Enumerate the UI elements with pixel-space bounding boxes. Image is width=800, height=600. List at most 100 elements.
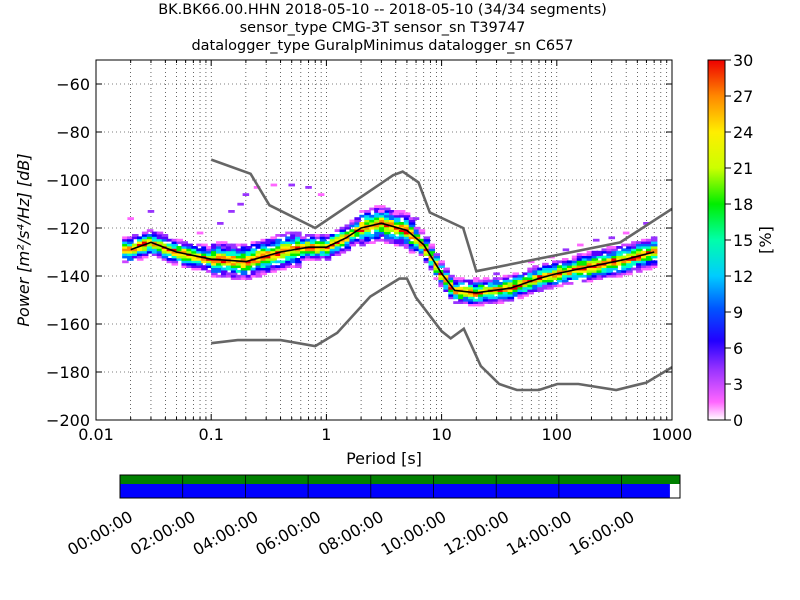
psd-cell xyxy=(216,262,223,266)
psd-cell xyxy=(364,234,371,237)
psd-cell xyxy=(532,289,539,292)
psd-cell xyxy=(650,241,658,244)
psd-cell xyxy=(537,267,544,271)
psd-cell xyxy=(527,284,534,288)
psd-cell xyxy=(537,270,544,273)
psd-cell xyxy=(359,222,366,225)
psd-cell xyxy=(250,243,258,247)
psd-cell xyxy=(319,236,327,240)
psd-cell xyxy=(206,265,213,268)
psd-cell xyxy=(379,224,386,228)
psd-cell xyxy=(616,246,623,249)
psd-cell xyxy=(136,236,144,240)
psd-cell xyxy=(265,238,272,242)
psd-cell xyxy=(285,238,292,242)
psd-cell xyxy=(606,262,613,266)
psd-cell xyxy=(300,250,307,254)
psd-cell xyxy=(235,274,243,278)
psd-cell xyxy=(324,234,332,237)
psd-cell xyxy=(527,270,534,273)
psd-cell xyxy=(146,234,154,237)
psd-cell xyxy=(388,234,396,237)
x-axis: 0.01 0.1 1 10 100 1000 xyxy=(78,60,692,444)
psd-cell xyxy=(636,270,643,273)
psd-cell xyxy=(522,289,529,292)
y-tick-label: −180 xyxy=(46,363,90,382)
psd-cell xyxy=(354,222,361,225)
psd-cell xyxy=(384,226,391,230)
psd-cell xyxy=(443,289,450,292)
psd-cell xyxy=(542,286,549,290)
psd-cell xyxy=(626,267,633,271)
psd-cell xyxy=(502,294,510,297)
psd-cell xyxy=(621,255,628,259)
psd-cell xyxy=(487,286,495,290)
psd-cell xyxy=(319,238,327,242)
psd-cell xyxy=(334,253,342,256)
psd-cell xyxy=(408,250,416,254)
psd-cell xyxy=(645,260,653,264)
psd-cell xyxy=(309,241,317,244)
psd-cell xyxy=(502,284,510,288)
psd-cell xyxy=(329,248,337,252)
psd-cell xyxy=(319,234,327,237)
psd-cell xyxy=(641,243,648,247)
psd-cell xyxy=(398,234,406,237)
psd-cell xyxy=(477,284,485,288)
psd-cell xyxy=(527,274,534,278)
psd-cell xyxy=(127,250,134,254)
psd-cell xyxy=(309,253,317,256)
psd-cell xyxy=(379,234,386,237)
psd-cell xyxy=(314,236,322,240)
psd-cell xyxy=(636,243,643,247)
psd-cell xyxy=(300,258,307,261)
psd-cell xyxy=(507,279,515,283)
psd-cell xyxy=(127,246,134,249)
psd-cell xyxy=(349,229,356,232)
psd-cell xyxy=(270,238,277,242)
psd-cell xyxy=(626,265,633,268)
psd-cell xyxy=(235,262,243,266)
psd-cell xyxy=(230,248,238,252)
psd-cell xyxy=(374,238,381,242)
psd-cell xyxy=(423,250,431,254)
psd-cell xyxy=(314,250,322,254)
psd-cell xyxy=(631,243,638,247)
psd-cell xyxy=(641,250,648,254)
psd-cell xyxy=(319,253,327,256)
psd-cell xyxy=(413,246,421,249)
psd-cell xyxy=(403,222,411,225)
psd-cell xyxy=(235,250,243,254)
psd-cell xyxy=(280,246,287,249)
psd-cell xyxy=(220,250,228,254)
psd-cell xyxy=(225,262,233,266)
psd-cell xyxy=(196,267,203,271)
psd-cell xyxy=(186,250,193,254)
psd-cell xyxy=(136,243,144,247)
timeline-tick-label: 04:00:00 xyxy=(190,507,262,559)
psd-cell xyxy=(255,274,263,278)
psd-cell xyxy=(547,284,554,288)
psd-cell xyxy=(181,250,188,254)
psd-cell xyxy=(418,250,426,254)
psd-cell xyxy=(616,274,623,278)
psd-cell xyxy=(591,262,599,266)
psd-cell xyxy=(527,260,535,264)
psd-cell xyxy=(453,286,460,290)
psd-cell xyxy=(255,243,263,247)
psd-cell xyxy=(576,255,584,259)
psd-cell xyxy=(290,260,297,264)
psd-cell xyxy=(290,241,297,244)
psd-cell xyxy=(290,236,297,240)
psd-cell xyxy=(384,241,391,244)
psd-cell xyxy=(220,241,228,244)
psd-cell xyxy=(166,260,174,264)
psd-cell xyxy=(487,284,495,288)
psd-cell xyxy=(412,217,420,220)
colorbar-tick-label: 0 xyxy=(733,411,743,430)
psd-cell xyxy=(206,250,213,254)
psd-cell xyxy=(240,265,248,268)
psd-cell xyxy=(592,238,600,242)
psd-cell xyxy=(250,248,258,252)
psd-cell xyxy=(641,255,648,259)
